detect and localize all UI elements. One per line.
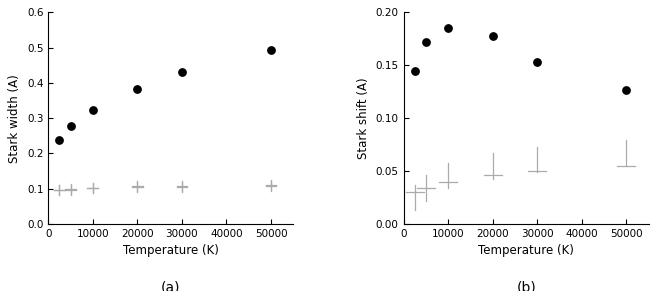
Point: [54, 138, 64, 142]
Text: (b): (b): [516, 281, 536, 291]
Text: (a): (a): [161, 281, 181, 291]
Point: [532, 60, 543, 64]
Y-axis label: Stark width (A): Stark width (A): [9, 74, 21, 163]
Point: [132, 87, 143, 91]
Point: [487, 33, 498, 38]
Point: [177, 69, 187, 74]
Point: [621, 87, 631, 92]
X-axis label: Temperature (K): Temperature (K): [478, 244, 574, 258]
Point: [266, 48, 277, 53]
Point: [443, 26, 453, 31]
X-axis label: Temperature (K): Temperature (K): [123, 244, 219, 258]
Point: [420, 40, 431, 44]
Point: [87, 108, 98, 113]
Point: [409, 68, 420, 73]
Point: [65, 124, 76, 128]
Y-axis label: Stark shift (A): Stark shift (A): [357, 77, 370, 159]
